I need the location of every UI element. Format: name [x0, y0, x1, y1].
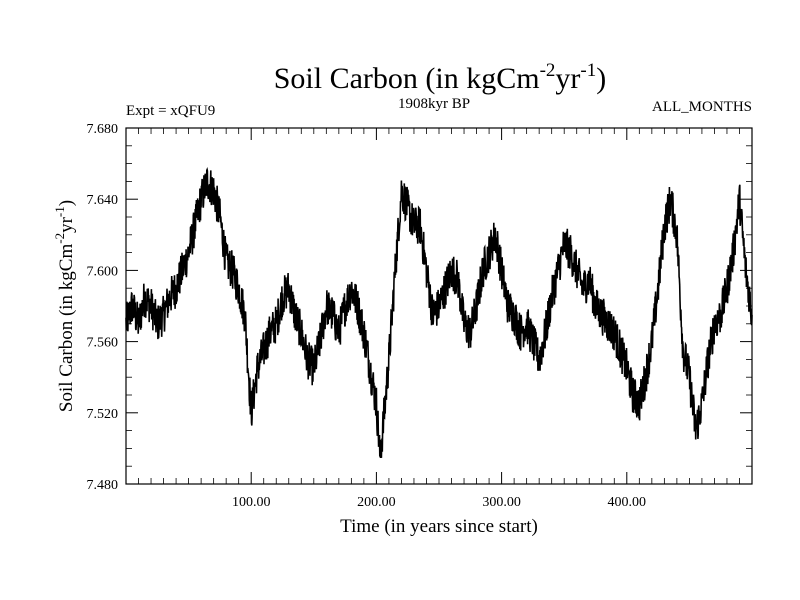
x-tick-label: 400.00 [608, 495, 647, 510]
y-axis-label: Soil Carbon (in kgCm-2yr-1) [52, 200, 77, 412]
y-tick-label: 7.680 [87, 122, 119, 137]
x-axis-label: Time (in years since start) [340, 516, 538, 537]
y-tick-label: 7.600 [87, 264, 119, 279]
months-label: ALL_MONTHS [652, 99, 752, 115]
y-tick-label: 7.480 [87, 478, 119, 493]
x-axis-ticks: 100.00 200.00 300.00 400.00 [138, 128, 740, 510]
chart-title: Soil Carbon (in kgCm-2yr-1) [274, 60, 607, 95]
y-tick-label: 7.640 [87, 193, 119, 208]
series-line-soil-carbon [125, 166, 753, 459]
x-tick-label: 100.00 [232, 495, 271, 510]
y-tick-label: 7.520 [87, 407, 119, 422]
x-tick-label: 200.00 [357, 495, 396, 510]
y-axis-ticks: 7.480 7.520 7.560 7.600 7.640 7.680 [87, 122, 752, 493]
period-label: 1908kyr BP [398, 96, 470, 112]
y-tick-label: 7.560 [87, 336, 119, 351]
x-tick-label: 300.00 [482, 495, 521, 510]
expt-label: Expt = xQFU9 [126, 103, 215, 119]
